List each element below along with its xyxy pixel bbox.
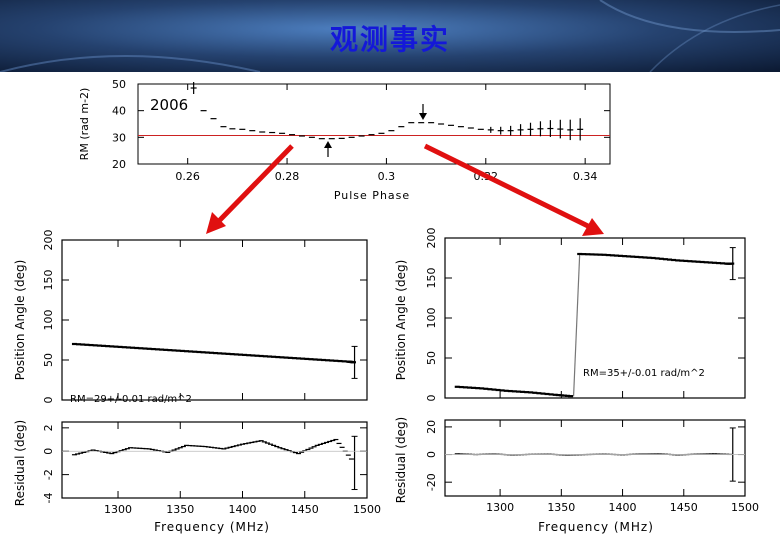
right-res-x-tick-label: 1500 bbox=[731, 501, 759, 514]
rm-y-axis-label: RM (rad m-2) bbox=[78, 88, 91, 161]
right-pa-y-tick-label: 0 bbox=[425, 395, 438, 402]
right-res-x-tick-label: 1450 bbox=[670, 501, 698, 514]
left-pa-y-tick-label: 50 bbox=[42, 353, 55, 367]
right-position-angle-plot: 0 50 100 150 200 bbox=[425, 228, 746, 402]
left-pa-y-label: Position Angle (deg) bbox=[13, 260, 27, 380]
right-pa-y-tick-label: 50 bbox=[425, 351, 438, 365]
left-res-x-tick-label: 1350 bbox=[166, 503, 194, 516]
right-pa-y-tick-label: 200 bbox=[425, 228, 438, 249]
header-banner bbox=[0, 0, 780, 72]
right-res-y-label: Residual (deg) bbox=[394, 417, 408, 503]
rm-y-tick-label: 30 bbox=[112, 131, 126, 144]
left-res-x-tick-label: 1500 bbox=[353, 503, 381, 516]
left-pa-y-tick-label: 150 bbox=[42, 270, 55, 291]
left-res-y-tick-label: -2 bbox=[42, 469, 55, 480]
left-position-angle-plot: 0 50 100 150 200 bbox=[42, 230, 368, 404]
left-annotation: RM=29+/-0.01 rad/m^2 bbox=[70, 394, 192, 405]
rm-x-tick-label: 0.28 bbox=[275, 170, 300, 183]
right-pa-y-tick-label: 150 bbox=[425, 268, 438, 289]
right-pa-y-tick-label: 100 bbox=[425, 308, 438, 329]
left-pa-y-tick-label: 200 bbox=[42, 230, 55, 251]
right-res-y-tick-label: 20 bbox=[425, 420, 438, 434]
left-residual-plot: 2 0 -2 -4 1300 1350 1400 1450 1500 bbox=[42, 421, 381, 516]
left-pa-y-tick-label: 100 bbox=[42, 310, 55, 331]
year-label: 2006 bbox=[150, 96, 188, 114]
right-pa-jump-line bbox=[572, 253, 581, 397]
right-res-y-tick-label: 0 bbox=[425, 451, 438, 458]
right-x-axis-label: Frequency (MHz) bbox=[538, 520, 654, 534]
rm-y-tick-label: 50 bbox=[112, 78, 126, 91]
down-arrow-icon bbox=[419, 104, 427, 120]
slide-title: 观测事实 bbox=[329, 23, 450, 56]
left-res-x-tick-label: 1450 bbox=[291, 503, 319, 516]
left-pa-frame bbox=[61, 239, 368, 401]
right-res-y-tick-label: -20 bbox=[425, 473, 438, 491]
rm-x-tick-label: 0.26 bbox=[175, 170, 200, 183]
rm-y-tick-label: 40 bbox=[112, 105, 126, 118]
left-res-y-label: Residual (deg) bbox=[13, 420, 27, 506]
arrow-to-left-panel bbox=[206, 144, 294, 234]
right-res-x-tick-label: 1350 bbox=[547, 501, 575, 514]
left-res-frame bbox=[61, 421, 368, 499]
rm-y-tick-label: 20 bbox=[112, 158, 126, 171]
right-res-frame bbox=[444, 419, 746, 497]
right-annotation: RM=35+/-0.01 rad/m^2 bbox=[583, 368, 705, 379]
left-pa-y-tick-label: 0 bbox=[42, 397, 55, 404]
rm-x-tick-label: 0.34 bbox=[573, 170, 598, 183]
left-x-axis-label: Frequency (MHz) bbox=[154, 520, 270, 534]
up-arrow-icon bbox=[324, 141, 332, 157]
left-res-y-tick-label: 0 bbox=[42, 448, 55, 455]
rm-x-tick-label: 0.3 bbox=[378, 170, 396, 183]
right-res-x-tick-label: 1400 bbox=[609, 501, 637, 514]
arrow-to-right-panel bbox=[423, 143, 604, 236]
right-residual-plot: 20 0 -20 1300 1350 1400 1450 1500 bbox=[425, 419, 759, 514]
right-pa-y-label: Position Angle (deg) bbox=[394, 260, 408, 380]
left-res-x-tick-label: 1300 bbox=[104, 503, 132, 516]
left-res-y-tick-label: -4 bbox=[42, 493, 55, 504]
rm-plot-frame bbox=[137, 83, 611, 165]
left-res-x-tick-label: 1400 bbox=[229, 503, 257, 516]
right-res-x-tick-label: 1300 bbox=[486, 501, 514, 514]
rm-vs-phase-plot: 2006 RM (rad m-2) Pulse Phase 50 40 30 20 0… bbox=[78, 78, 611, 202]
left-res-y-tick-label: 2 bbox=[42, 424, 55, 431]
rm-x-axis-label: Pulse Phase bbox=[334, 189, 410, 202]
